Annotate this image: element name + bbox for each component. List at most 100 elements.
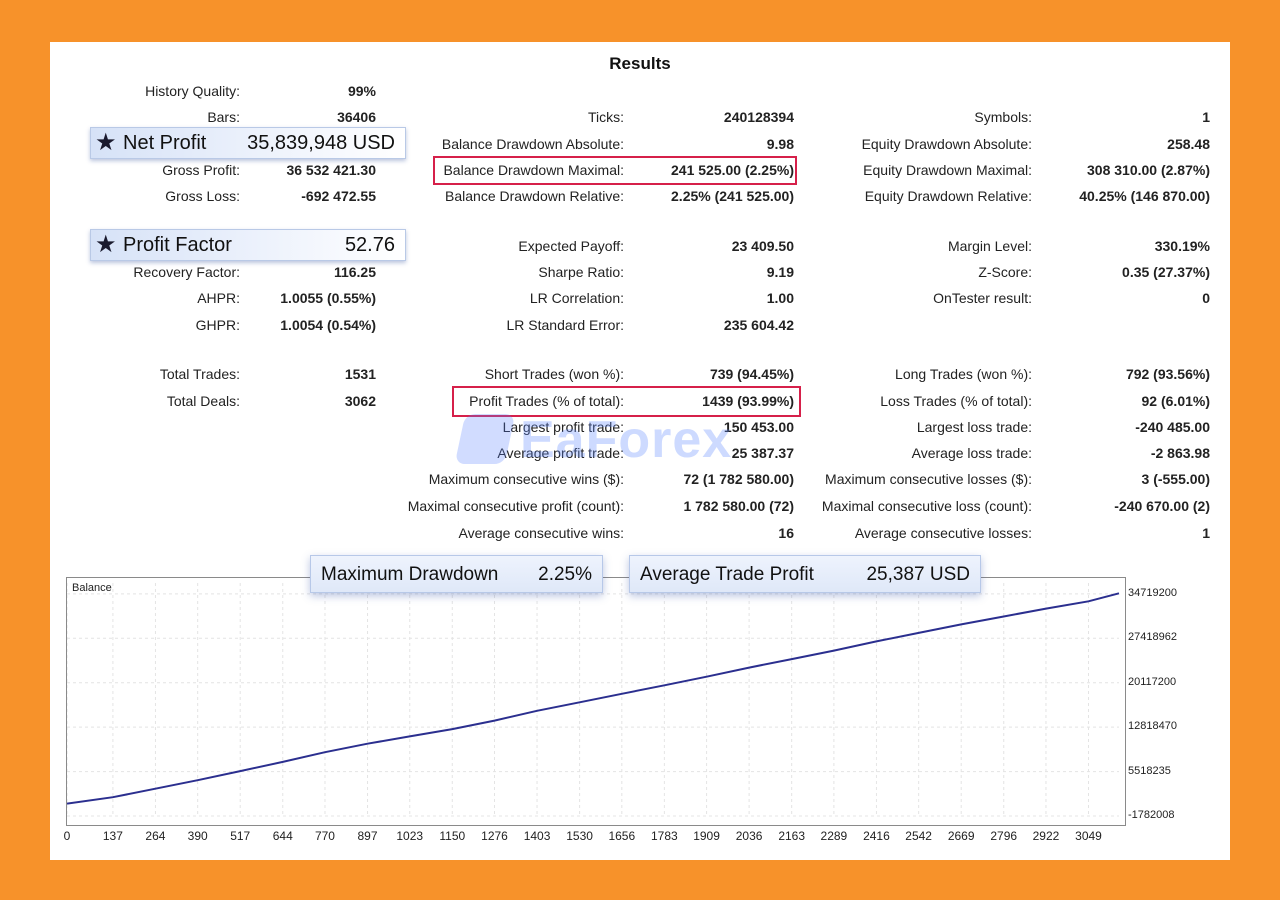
x-tick-label: 137	[102, 829, 123, 843]
profit-trades-value: 1439 (93.99%)	[702, 393, 794, 409]
lr-correlation-label: LR Correlation:	[529, 290, 624, 306]
x-tick-label: 1909	[693, 829, 720, 843]
balance-dd-maximal-label: Balance Drawdown Maximal:	[443, 162, 624, 178]
max-consecutive-losses-value: 3 (-555.00)	[1141, 471, 1210, 487]
max-consecutive-losses-label: Maximum consecutive losses ($):	[825, 471, 1032, 487]
max-drawdown-label: Maximum Drawdown	[321, 564, 499, 585]
bars-value: 36406	[337, 109, 376, 125]
y-tick-label: 34719200	[1128, 586, 1177, 599]
balance-dd-maximal-value: 241 525.00 (2.25%)	[671, 162, 794, 178]
average-profit-trade-value: 25 387.37	[731, 445, 794, 461]
x-tick-label: 770	[314, 829, 335, 843]
largest-loss-trade-label: Largest loss trade:	[916, 419, 1032, 435]
recovery-factor-value: 116.25	[333, 264, 376, 280]
expected-payoff-value: 23 409.50	[731, 238, 794, 254]
ghpr-value: 1.0054 (0.54%)	[280, 317, 376, 333]
x-tick-label: 897	[357, 829, 378, 843]
x-tick-label: 1023	[396, 829, 424, 843]
x-tick-label: 2542	[905, 829, 932, 843]
ontester-result-label: OnTester result:	[933, 290, 1032, 306]
total-trades-label: Total Trades:	[159, 366, 240, 382]
history-quality-value: 99%	[347, 83, 376, 99]
average-consecutive-wins-label: Average consecutive wins:	[458, 525, 625, 541]
gross-loss-value: -692 472.55	[301, 188, 376, 204]
average-profit-trade-label: Average profit trade:	[497, 445, 624, 461]
gross-loss-label: Gross Loss:	[165, 188, 240, 204]
average-trade-profit-value: 25,387 USD	[866, 564, 970, 585]
average-consecutive-losses-label: Average consecutive losses:	[854, 525, 1032, 541]
balance-dd-absolute-value: 9.98	[766, 136, 794, 152]
x-tick-label: 2796	[990, 829, 1018, 843]
x-tick-label: 2289	[820, 829, 848, 843]
x-tick-label: 1656	[608, 829, 636, 843]
profit-factor-value: 52.76	[344, 234, 395, 256]
x-tick-label: 0	[63, 829, 71, 843]
bars-label: Bars:	[207, 109, 240, 125]
x-tick-label: 2416	[863, 829, 890, 843]
ticks-label: Ticks:	[587, 109, 624, 125]
max-consecutive-wins-label: Maximum consecutive wins ($):	[428, 471, 624, 487]
results-panel: Results History Quality: 99% Bars: 36406…	[50, 42, 1230, 860]
average-consecutive-wins-value: 16	[778, 525, 794, 541]
long-trades-value: 792 (93.56%)	[1125, 366, 1210, 382]
balance-dd-absolute-label: Balance Drawdown Absolute:	[441, 136, 624, 152]
margin-level-value: 330.19%	[1154, 238, 1210, 254]
history-quality-label: History Quality:	[145, 83, 240, 99]
expected-payoff-label: Expected Payoff:	[518, 238, 624, 254]
equity-dd-relative-value: 40.25% (146 870.00)	[1079, 188, 1210, 204]
x-tick-label: 1783	[651, 829, 678, 843]
lr-correlation-value: 1.00	[766, 290, 794, 306]
page-title: Results	[609, 54, 671, 73]
ahpr-label: AHPR:	[197, 290, 240, 306]
maximal-consecutive-profit-value: 1 782 580.00 (72)	[683, 498, 794, 514]
balance-chart: Balance	[66, 577, 1126, 826]
sharpe-ratio-label: Sharpe Ratio:	[538, 264, 624, 280]
lr-standard-error-label: LR Standard Error:	[506, 317, 625, 333]
total-trades-value: 1531	[344, 366, 376, 382]
sharpe-ratio-value: 9.19	[766, 264, 794, 280]
average-consecutive-losses-value: 1	[1202, 525, 1210, 541]
profit-factor-highlight: ★ Profit Factor 52.76	[90, 229, 406, 261]
equity-dd-absolute-value: 258.48	[1167, 136, 1210, 152]
x-tick-label: 1276	[481, 829, 508, 843]
equity-dd-relative-label: Equity Drawdown Relative:	[864, 188, 1032, 204]
average-trade-profit-label: Average Trade Profit	[640, 564, 814, 585]
ticks-value: 240128394	[723, 109, 794, 125]
x-tick-label: 1530	[566, 829, 593, 843]
x-tick-label: 390	[187, 829, 208, 843]
star-icon: ★	[95, 231, 117, 258]
gross-profit-value: 36 532 421.30	[286, 162, 376, 178]
x-tick-label: 1150	[439, 829, 466, 843]
equity-dd-maximal-label: Equity Drawdown Maximal:	[863, 162, 1032, 178]
largest-loss-trade-value: -240 485.00	[1135, 419, 1210, 435]
net-profit-highlight: ★ Net Profit 35,839,948 USD	[90, 127, 406, 159]
y-tick-label: 27418962	[1128, 631, 1177, 644]
equity-dd-absolute-label: Equity Drawdown Absolute:	[861, 136, 1032, 152]
ghpr-label: GHPR:	[195, 317, 240, 333]
symbols-value: 1	[1202, 109, 1210, 125]
chart-canvas	[66, 583, 1120, 817]
short-trades-value: 739 (94.45%)	[709, 366, 794, 382]
y-tick-label: 5518235	[1128, 764, 1171, 777]
largest-profit-trade-value: 150 453.00	[723, 419, 794, 435]
maximal-consecutive-profit-label: Maximal consecutive profit (count):	[407, 498, 624, 514]
chart-title: Balance	[72, 582, 112, 594]
x-tick-label: 2922	[1032, 829, 1060, 843]
maximal-consecutive-loss-label: Maximal consecutive loss (count):	[821, 498, 1032, 514]
net-profit-value: 35,839,948 USD	[247, 132, 395, 154]
total-deals-value: 3062	[344, 393, 376, 409]
short-trades-label: Short Trades (won %):	[484, 366, 624, 382]
max-drawdown-value: 2.25%	[538, 564, 592, 585]
x-tick-label: 2163	[778, 829, 806, 843]
x-tick-label: 264	[145, 829, 166, 843]
x-tick-label: 644	[272, 829, 293, 843]
loss-trades-value: 92 (6.01%)	[1141, 393, 1210, 409]
balance-series-line	[66, 592, 1120, 805]
recovery-factor-label: Recovery Factor:	[133, 264, 240, 280]
gross-profit-label: Gross Profit:	[162, 162, 240, 178]
balance-dd-relative-label: Balance Drawdown Relative:	[445, 188, 624, 204]
lr-standard-error-value: 235 604.42	[723, 317, 794, 333]
x-tick-label: 2669	[947, 829, 975, 843]
max-drawdown-callout: Maximum Drawdown 2.25%	[310, 555, 603, 593]
x-tick-label: 517	[230, 829, 251, 843]
